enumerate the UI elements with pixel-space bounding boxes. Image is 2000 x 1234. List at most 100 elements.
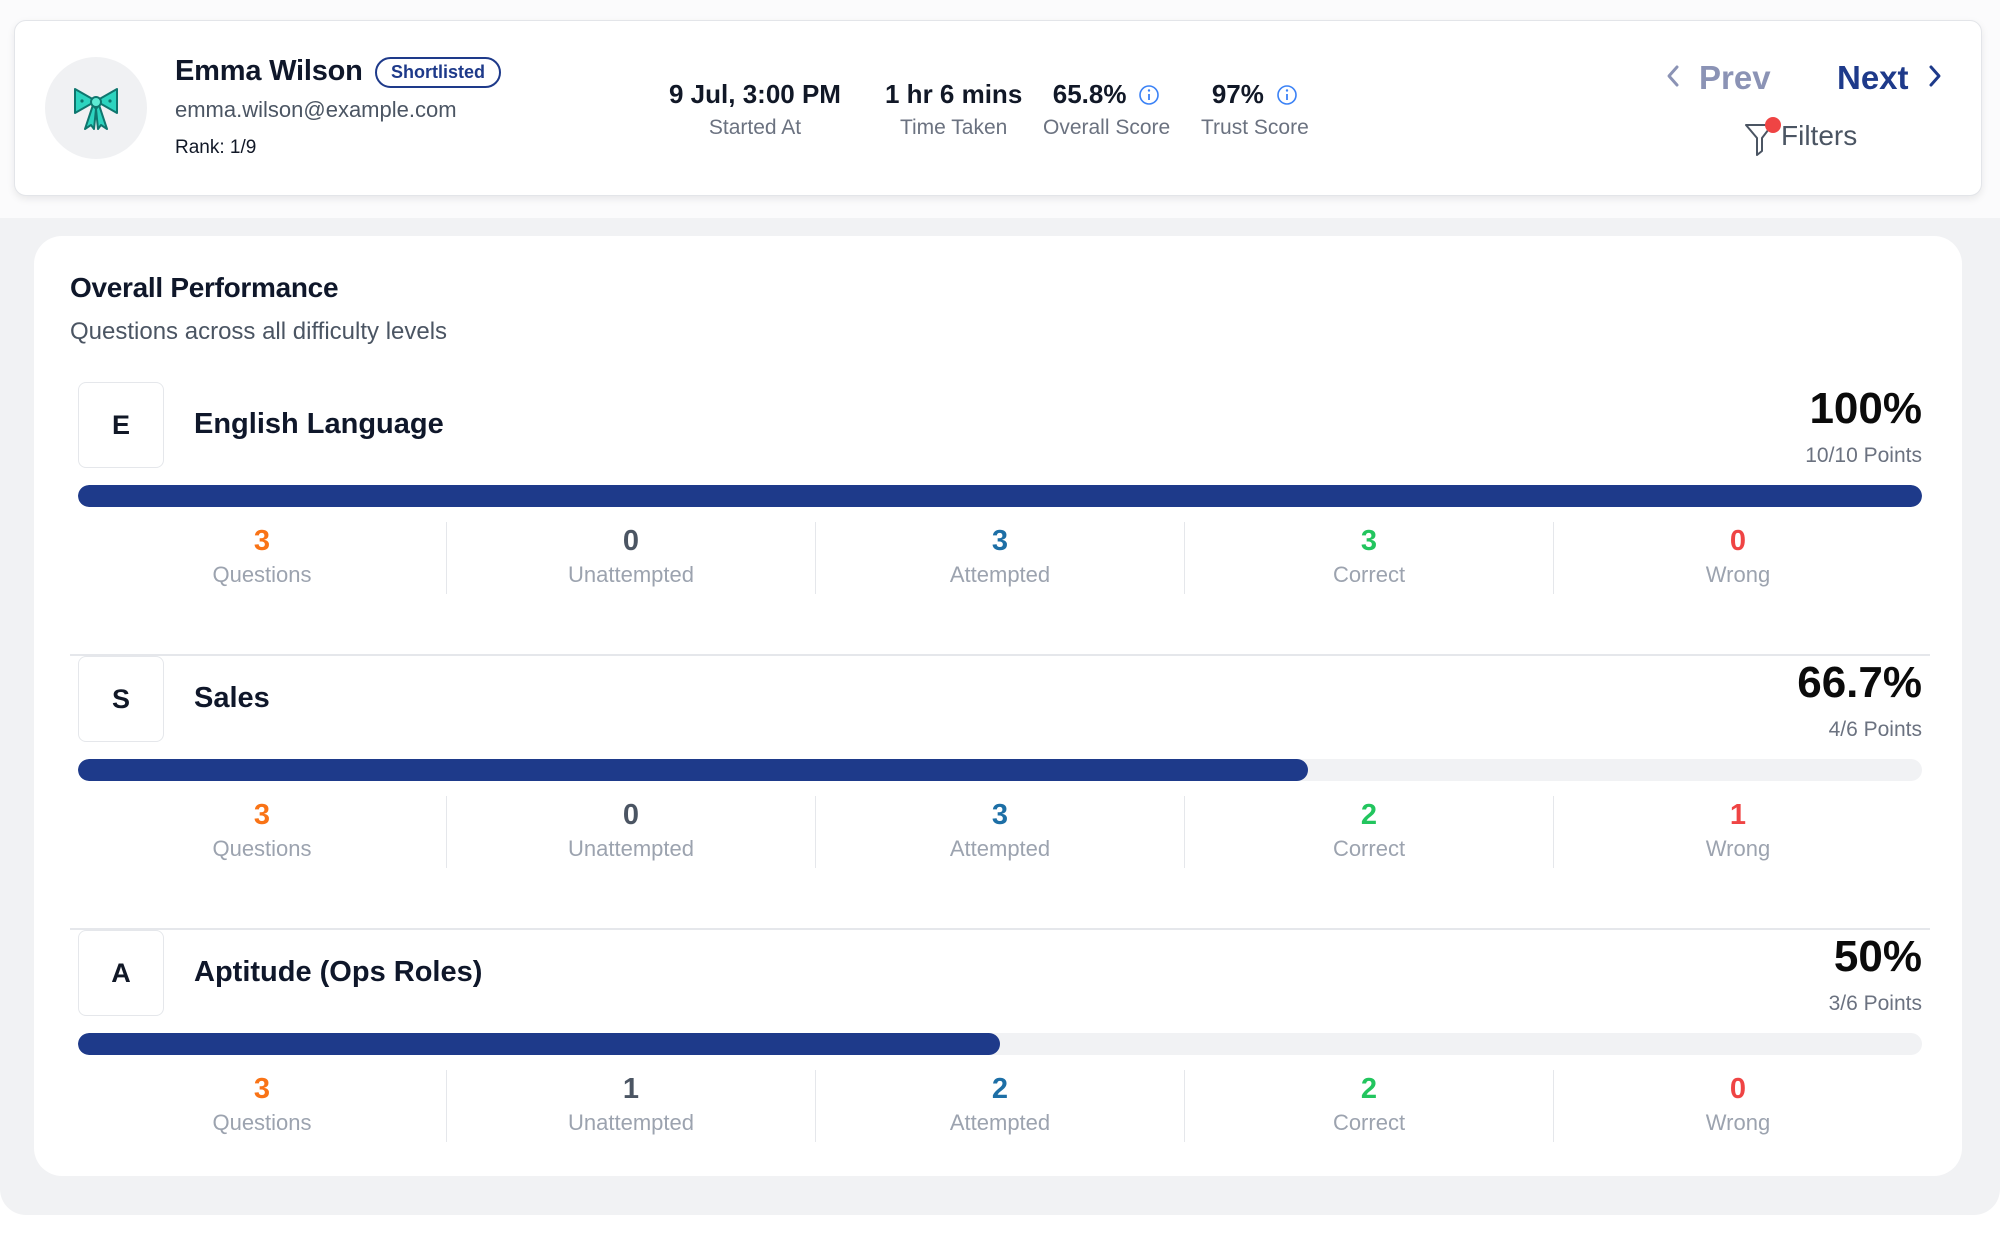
avatar: [45, 57, 147, 159]
stat-trust-score: 97% Trust Score: [1201, 79, 1309, 140]
count-value: 3: [991, 799, 1009, 831]
subject-letter-icon: A: [78, 930, 164, 1016]
count-attempted: 3 Attempted: [816, 522, 1185, 594]
stat-label: Started At: [708, 116, 802, 139]
count-questions: 3 Questions: [78, 796, 447, 868]
subject-counts: 3 Questions 0 Unattempted 3 Attempted 3 Corr…: [78, 522, 1922, 594]
subject-aptitude-ops-roles: A Aptitude (Ops Roles) 50% 3/6 Points 3 Q…: [70, 930, 1930, 1204]
count-value: 3: [253, 799, 271, 831]
count-value: 3: [253, 525, 271, 557]
filter-funnel-icon: [1743, 117, 1781, 156]
stat-value: 1 hr 6 mins: [885, 79, 1023, 109]
info-icon[interactable]: [1138, 84, 1160, 106]
stat-overall-score: 65.8% Overall Score: [1043, 79, 1170, 140]
progress-bar: [78, 485, 1922, 507]
subject-letter-icon: S: [78, 656, 164, 742]
count-value: 0: [1729, 1073, 1747, 1105]
count-correct: 3 Correct: [1185, 522, 1554, 594]
count-label: Unattempted: [568, 836, 694, 861]
count-label: Attempted: [949, 562, 1051, 587]
subject-counts: 3 Questions 1 Unattempted 2 Attempted 2 Corr…: [78, 1070, 1922, 1142]
count-label: Attempted: [949, 836, 1051, 861]
count-label: Correct: [1332, 836, 1406, 861]
count-value: 2: [1360, 1073, 1378, 1105]
chevron-left-icon: [1665, 59, 1681, 97]
filters-button[interactable]: Filters: [1743, 117, 1858, 156]
prev-button[interactable]: Prev: [1665, 59, 1771, 97]
candidate-name: Emma Wilson: [175, 55, 363, 87]
stat-started-at: 9 Jul, 3:00 PM Started At: [669, 79, 841, 140]
chevron-right-icon: [1927, 59, 1943, 97]
count-value: 3: [1360, 525, 1378, 557]
count-label: Questions: [212, 836, 312, 861]
candidate-email: emma.wilson@example.com: [175, 97, 457, 122]
subject-counts: 3 Questions 0 Unattempted 3 Attempted 2 Corr…: [78, 796, 1922, 868]
bow-ribbon-icon: [69, 79, 123, 138]
subject-percent: 50%: [1833, 932, 1922, 981]
subject-points: 3/6 Points: [1828, 992, 1922, 1015]
subject-name: English Language: [194, 408, 444, 440]
stat-label: Overall Score: [1043, 116, 1171, 139]
candidate-rank: Rank: 1/9: [175, 137, 257, 158]
count-label: Questions: [212, 1110, 312, 1135]
info-icon[interactable]: [1276, 84, 1298, 106]
candidate-header-card: Emma Wilson Shortlisted emma.wilson@exam…: [14, 20, 1982, 196]
performance-card: Overall Performance Questions across all…: [34, 236, 1962, 1176]
filter-active-dot: [1765, 117, 1781, 133]
progress-bar: [78, 759, 1922, 781]
subject-name: Aptitude (Ops Roles): [194, 956, 483, 988]
count-label: Wrong: [1705, 836, 1771, 861]
count-label: Questions: [212, 562, 312, 587]
count-label: Wrong: [1705, 562, 1771, 587]
count-value: 1: [1729, 799, 1747, 831]
count-value: 3: [253, 1073, 271, 1105]
stat-label: Time Taken: [899, 116, 1008, 139]
count-unattempted: 1 Unattempted: [447, 1070, 816, 1142]
subject-english-language: E English Language 100% 10/10 Points 3 Qu…: [70, 382, 1930, 656]
progress-bar-fill: [78, 1033, 1000, 1055]
subject-points: 10/10 Points: [1805, 444, 1922, 467]
subject-name: Sales: [194, 682, 270, 714]
stat-label: Trust Score: [1201, 116, 1309, 139]
subject-sales: S Sales 66.7% 4/6 Points 3 Questions 0 Una…: [70, 656, 1930, 930]
count-value: 2: [1360, 799, 1378, 831]
count-questions: 3 Questions: [78, 522, 447, 594]
stat-time-taken: 1 hr 6 mins Time Taken: [885, 79, 1022, 140]
subject-percent: 100%: [1809, 384, 1922, 433]
count-value: 0: [622, 799, 640, 831]
next-label: Next: [1837, 59, 1909, 96]
stat-value: 65.8%: [1052, 79, 1127, 109]
count-wrong: 1 Wrong: [1554, 796, 1922, 868]
subject-letter-icon: E: [78, 382, 164, 468]
count-unattempted: 0 Unattempted: [447, 522, 816, 594]
count-label: Correct: [1332, 562, 1406, 587]
stat-value: 9 Jul, 3:00 PM: [669, 79, 841, 109]
count-label: Wrong: [1705, 1110, 1771, 1135]
count-questions: 3 Questions: [78, 1070, 447, 1142]
count-label: Correct: [1332, 1110, 1406, 1135]
count-correct: 2 Correct: [1185, 1070, 1554, 1142]
count-value: 0: [622, 525, 640, 557]
subject-percent: 66.7%: [1797, 658, 1922, 707]
status-badge: Shortlisted: [375, 57, 502, 88]
count-wrong: 0 Wrong: [1554, 522, 1922, 594]
progress-bar-fill: [78, 485, 1922, 507]
filters-label: Filters: [1781, 120, 1858, 151]
next-button[interactable]: Next: [1837, 59, 1943, 97]
count-attempted: 3 Attempted: [816, 796, 1185, 868]
count-value: 1: [622, 1073, 640, 1105]
count-correct: 2 Correct: [1185, 796, 1554, 868]
stat-value: 97%: [1211, 79, 1264, 109]
count-label: Unattempted: [568, 1110, 694, 1135]
count-unattempted: 0 Unattempted: [447, 796, 816, 868]
subject-points: 4/6 Points: [1828, 718, 1922, 741]
count-label: Attempted: [949, 1110, 1051, 1135]
progress-bar-fill: [78, 759, 1308, 781]
count-value: 0: [1729, 525, 1747, 557]
prev-label: Prev: [1699, 59, 1771, 96]
count-attempted: 2 Attempted: [816, 1070, 1185, 1142]
progress-bar: [78, 1033, 1922, 1055]
count-value: 3: [991, 525, 1009, 557]
section-subtitle: Questions across all difficulty levels: [70, 318, 448, 345]
count-wrong: 0 Wrong: [1554, 1070, 1922, 1142]
